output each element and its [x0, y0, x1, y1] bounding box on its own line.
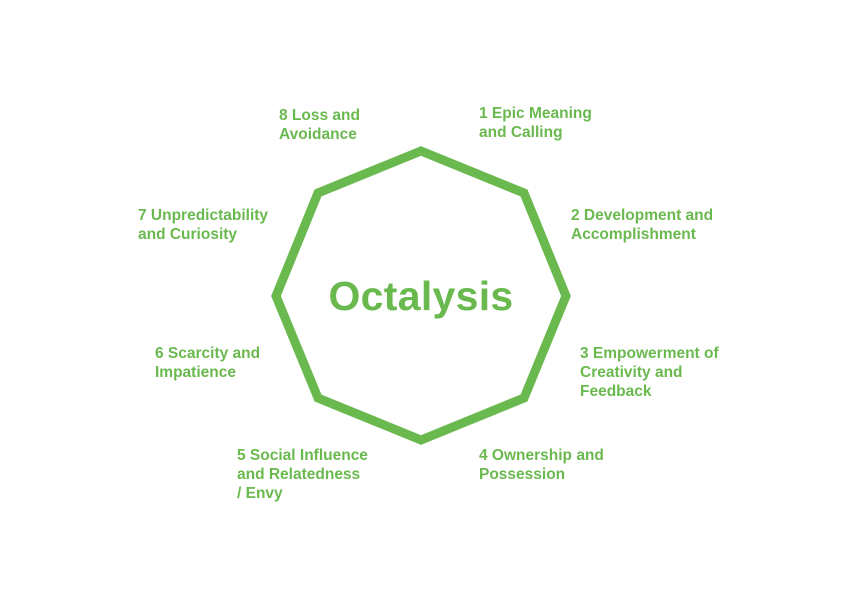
drive-label-line: Creativity and	[580, 364, 683, 381]
drive-label-line: and Curiosity	[138, 226, 238, 243]
drive-label-line: and Relatedness	[237, 466, 361, 483]
drive-label-line: 1 Epic Meaning	[479, 105, 592, 122]
drive-label-8: 8 Loss and Avoidance	[279, 106, 360, 144]
drive-label-line: 3 Empowerment of	[580, 345, 719, 362]
drive-label-4: 4 Ownership and Possession	[479, 446, 604, 484]
drive-label-line: Impatience	[155, 364, 236, 381]
drive-label-5: 5 Social Influence and Relatedness / Env…	[237, 446, 368, 503]
drive-label-line: 2 Development and	[571, 207, 714, 224]
drive-label-line: Avoidance	[279, 126, 357, 143]
octagon-outline	[271, 146, 571, 445]
drive-label-line: and Calling	[479, 124, 563, 141]
drive-label-line: 8 Loss and	[279, 107, 360, 124]
diagram-title: Octalysis	[328, 273, 514, 319]
drive-label-3: 3 Empowerment of Creativity and Feedback	[580, 344, 719, 401]
drive-label-line: Accomplishment	[571, 226, 696, 243]
drive-label-line: 6 Scarcity and	[155, 345, 261, 362]
drive-label-1: 1 Epic Meaning and Calling	[479, 104, 592, 142]
drive-label-line: 7 Unpredictability	[138, 207, 269, 224]
drive-label-line: / Envy	[237, 485, 283, 502]
drive-label-6: 6 Scarcity and Impatience	[155, 344, 260, 382]
drive-label-7: 7 Unpredictability and Curiosity	[138, 206, 268, 244]
drive-label-line: Possession	[479, 466, 566, 483]
drive-label-line: Feedback	[580, 383, 652, 400]
drive-label-2: 2 Development and Accomplishment	[571, 206, 713, 244]
drive-label-line: 5 Social Influence	[237, 447, 368, 464]
drive-label-line: 4 Ownership and	[479, 447, 604, 464]
